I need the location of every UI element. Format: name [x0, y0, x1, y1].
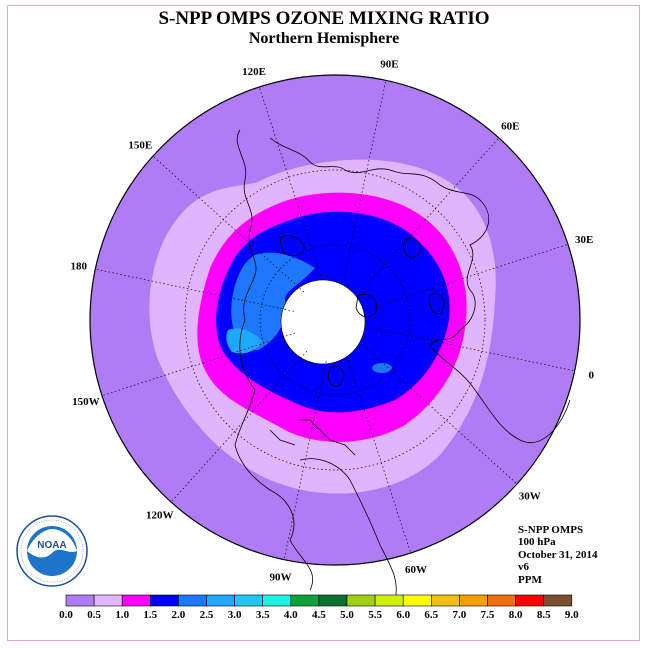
colorbar-label: 8.5 — [537, 609, 551, 621]
noaa-logo-text: NOAA — [37, 540, 66, 551]
longitude-label-90E: 90E — [380, 59, 398, 71]
colorbar-swatch — [346, 594, 376, 607]
colorbar-label: 3.5 — [256, 609, 270, 621]
colorbar: 0.0 0.5 1.0 1.5 2.0 2.5 3.0 3.5 4.0 4.5 5.0 5.5 6.0 6… — [59, 594, 579, 621]
longitude-label-0: 0 — [589, 369, 595, 381]
colorbar-swatch — [65, 594, 95, 607]
colorbar-label: 1.5 — [143, 609, 157, 621]
longitude-label-60E: 60E — [501, 120, 519, 132]
colorbar-label: 2.5 — [200, 609, 214, 621]
colorbar-label: 7.5 — [481, 609, 495, 621]
map-info-panel: S-NPP OMPS 100 hPa October 31, 2014 v6 P… — [518, 524, 598, 586]
polar-no-data-region — [280, 279, 366, 365]
colorbar-swatch — [262, 594, 292, 607]
colorbar-label: 0.0 — [59, 609, 73, 621]
longitude-label-60W: 60W — [405, 564, 427, 576]
colorbar-swatch — [121, 594, 151, 607]
map-disc-outline — [89, 74, 581, 566]
colorbar-label: 3.0 — [228, 609, 242, 621]
meridian-150W — [101, 332, 296, 397]
info-date: October 31, 2014 — [518, 548, 598, 561]
colorbar-swatch — [234, 594, 264, 607]
colorbar-swatch — [290, 594, 320, 607]
figure-frame — [7, 5, 640, 641]
colorbar-swatch — [402, 594, 432, 607]
colorbar-label: 9.0 — [565, 609, 579, 621]
colorbar-swatch — [178, 594, 207, 607]
colorbar-label: 4.5 — [312, 609, 326, 621]
colorbar-swatch — [374, 594, 404, 607]
longitude-label-150W: 150W — [72, 396, 100, 408]
noaa-logo: NOAA — [16, 515, 88, 587]
colorbar-label: 2.0 — [172, 609, 186, 621]
colorbar-swatch — [487, 594, 516, 607]
longitude-label-120W: 120W — [146, 510, 174, 522]
colorbar-swatch — [430, 594, 460, 607]
meridian-150E — [152, 155, 305, 293]
longitude-gridlines — [95, 80, 575, 560]
colorbar-swatch — [93, 594, 123, 607]
meridian-60W — [347, 359, 412, 554]
colorbar-label: 6.5 — [424, 609, 438, 621]
longitude-label-30W: 30W — [519, 490, 541, 502]
colorbar-swatch — [515, 594, 544, 607]
meridian-120W — [170, 350, 308, 503]
colorbar-label: 0.5 — [87, 609, 101, 621]
colorbar-swatch — [543, 594, 573, 607]
colorbar-label: 4.0 — [284, 609, 298, 621]
coastlines — [234, 129, 571, 601]
colorbar-label: 1.0 — [115, 609, 129, 621]
info-level: 100 hPa — [518, 536, 556, 549]
ozone-band-2.0-2.5 — [231, 252, 315, 351]
map-subtitle: Northern Hemisphere — [248, 30, 400, 47]
info-instrument: S-NPP OMPS — [518, 524, 584, 536]
colorbar-label: 5.5 — [368, 609, 382, 621]
map-title: S-NPP OMPS OZONE MIXING RATIO — [158, 8, 490, 29]
ozone-blob-2.0-2.5 — [372, 363, 392, 373]
meridian-90W — [283, 361, 327, 560]
colorbar-swatch — [459, 594, 488, 607]
longitude-label-120E: 120E — [242, 66, 266, 78]
colorbar-label: 8.0 — [509, 609, 523, 621]
longitude-label-30E: 30E — [575, 234, 593, 246]
longitude-label-150E: 150E — [128, 140, 152, 152]
colorbar-swatch — [150, 594, 179, 607]
info-units: PPM — [518, 573, 542, 586]
longitude-labels: 90E 60E 30E 0 30W 60W 90W 120W 150W 180 150E 120E — [70, 59, 594, 584]
meridian-90E — [343, 80, 387, 279]
meridian-60E — [362, 137, 500, 290]
ozone-field — [90, 75, 580, 565]
ozone-band-2.5-3.0 — [226, 328, 262, 354]
colorbar-label: 7.0 — [453, 609, 467, 621]
longitude-label-90W: 90W — [270, 571, 292, 583]
latitude-gridlines — [184, 169, 486, 471]
meridian-0 — [376, 328, 575, 372]
meridian-180 — [95, 268, 294, 312]
colorbar-label: 6.0 — [396, 609, 410, 621]
info-version: v6 — [518, 561, 529, 574]
longitude-label-180: 180 — [70, 261, 87, 273]
colorbar-swatch — [206, 594, 235, 607]
colorbar-label: 5.0 — [340, 609, 354, 621]
meridian-30W — [365, 347, 518, 485]
meridian-120E — [258, 86, 323, 281]
colorbar-swatch — [318, 594, 348, 607]
meridian-30E — [374, 243, 569, 308]
